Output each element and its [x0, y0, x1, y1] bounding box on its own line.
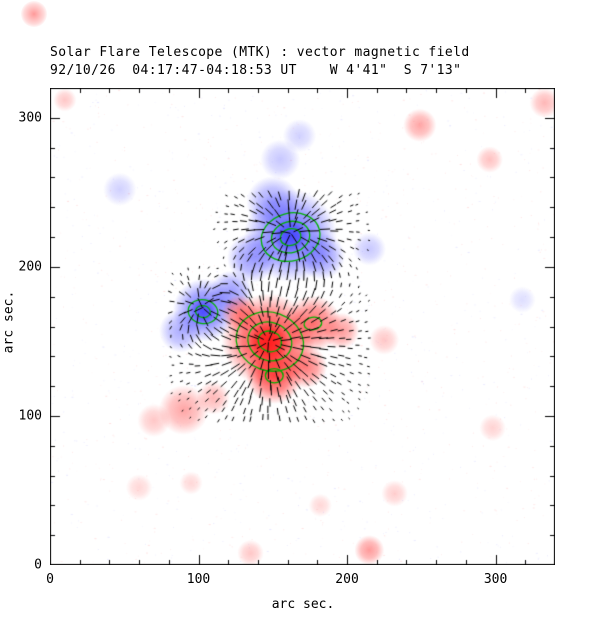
x-tick-label: 300 — [483, 572, 508, 587]
figure-title: Solar Flare Telescope (MTK) : vector mag… — [50, 45, 470, 60]
y-tick-label: 100 — [18, 408, 42, 424]
stray-blob — [21, 1, 47, 27]
x-axis-label: arc sec. — [271, 597, 335, 612]
x-tick-label: 0 — [46, 572, 54, 587]
y-tick-label: 200 — [18, 259, 42, 275]
y-tick-label: 300 — [18, 110, 42, 126]
figure-subtitle: 92/10/26 04:17:47-04:18:53 UT W 4'41" S … — [50, 63, 462, 78]
x-tick-label: 100 — [186, 572, 211, 587]
plot-canvas — [50, 88, 555, 565]
x-tick-label: 200 — [335, 572, 359, 587]
y-axis-label: arc sec. — [1, 290, 17, 354]
y-tick-label: 0 — [34, 557, 42, 573]
